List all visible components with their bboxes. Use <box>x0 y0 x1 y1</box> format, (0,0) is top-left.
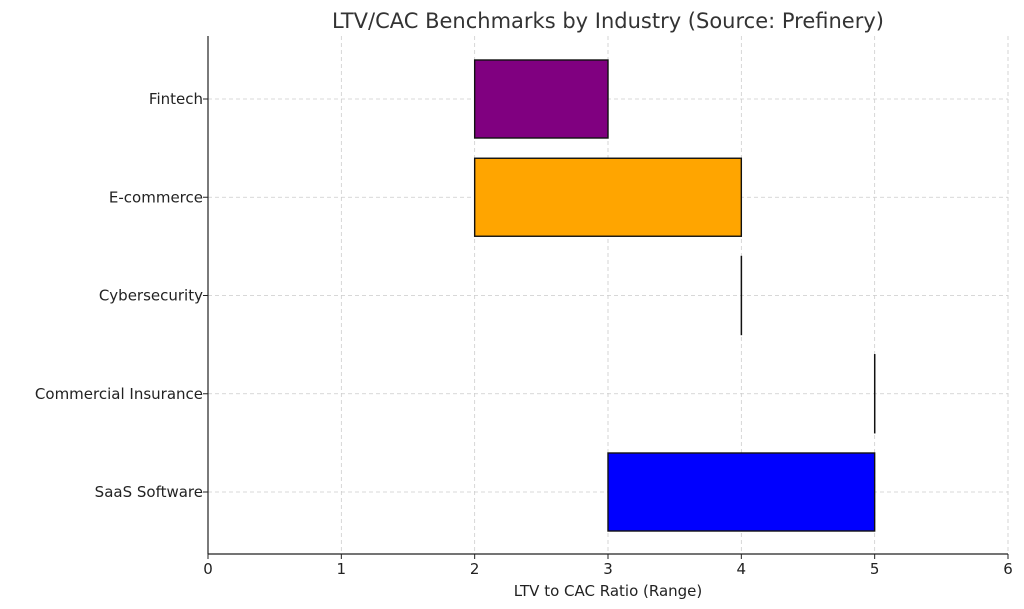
x-tick-label: 1 <box>337 560 347 578</box>
bars-layer <box>473 59 876 532</box>
y-tick-label: SaaS Software <box>95 483 203 501</box>
x-tick-label: 6 <box>1003 560 1013 578</box>
x-tick-label: 3 <box>603 560 613 578</box>
y-tick-label: E-commerce <box>109 188 203 206</box>
ticks-layer: 0 1 2 3 4 5 6 SaaS Software Commercial Insurance… <box>35 90 1013 578</box>
range-bar <box>473 59 609 139</box>
range-bar <box>473 157 743 237</box>
x-tick-label: 0 <box>203 560 213 578</box>
range-bar <box>607 452 876 532</box>
x-tick-label: 5 <box>870 560 880 578</box>
x-tick-label: 2 <box>470 560 480 578</box>
y-tick-label: Cybersecurity <box>99 287 203 305</box>
y-tick-label: Commercial Insurance <box>35 385 203 403</box>
y-tick-label: Fintech <box>149 90 203 108</box>
chart-title: LTV/CAC Benchmarks by Industry (Source: … <box>332 9 884 33</box>
x-axis-label: LTV to CAC Ratio (Range) <box>514 582 703 600</box>
x-tick-label: 4 <box>737 560 747 578</box>
